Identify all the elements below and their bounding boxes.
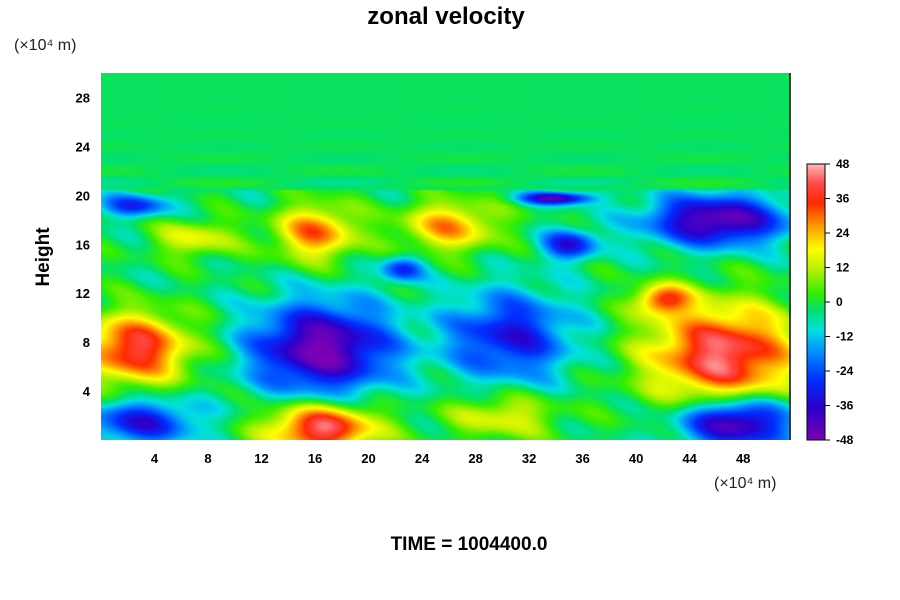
y-unit-label: (×10⁴ m) xyxy=(14,37,76,54)
x-axis-ticks: 4 8 12 16 20 24 28 32 36 40 44 48 xyxy=(151,451,751,466)
colorbar-tick-label: 48 xyxy=(836,157,850,171)
chart-title: zonal velocity xyxy=(367,3,525,30)
y-tick-label: 12 xyxy=(76,286,90,301)
y-tick-label: 28 xyxy=(76,90,90,105)
colorbar-tick-label: -24 xyxy=(836,364,854,378)
colorbar-gradient xyxy=(806,163,826,441)
y-tick-label: 16 xyxy=(76,237,90,252)
y-tick-label: 20 xyxy=(76,188,90,203)
colorbar-tick-label: 36 xyxy=(836,192,850,206)
colorbar-tick-label: 0 xyxy=(836,295,843,309)
heatmap-field xyxy=(101,73,790,440)
plot-area xyxy=(101,73,791,440)
x-tick-label: 16 xyxy=(308,451,322,466)
y-axis-ticks: 4 8 12 16 20 24 28 xyxy=(76,90,91,399)
y-tick-label: 4 xyxy=(83,384,91,399)
x-unit-label: (×10⁴ m) xyxy=(714,475,776,492)
colorbar-tick-label: 24 xyxy=(836,226,850,240)
x-tick-label: 20 xyxy=(361,451,375,466)
y-axis-label: Height xyxy=(33,227,54,287)
time-label: TIME = 1004400.0 xyxy=(391,534,548,555)
colorbar-tick-label: -12 xyxy=(836,330,854,344)
x-tick-label: 32 xyxy=(522,451,536,466)
y-tick-label: 24 xyxy=(76,139,91,154)
colorbar-tick-label: -48 xyxy=(836,433,854,447)
colorbar-tick-label: -36 xyxy=(836,399,854,413)
colorbar-tick-label: 12 xyxy=(836,261,850,275)
x-tick-label: 4 xyxy=(151,451,159,466)
y-tick-label: 8 xyxy=(83,335,90,350)
colorbar: 48 36 24 12 0 -12 -24 -36 -48 xyxy=(806,157,854,447)
x-tick-label: 48 xyxy=(736,451,750,466)
x-tick-label: 8 xyxy=(204,451,211,466)
x-tick-label: 44 xyxy=(682,451,697,466)
colorbar-ticks: 48 36 24 12 0 -12 -24 -36 -48 xyxy=(825,157,854,447)
x-tick-label: 24 xyxy=(415,451,430,466)
x-tick-label: 28 xyxy=(468,451,482,466)
x-tick-label: 40 xyxy=(629,451,643,466)
x-tick-label: 36 xyxy=(575,451,589,466)
x-tick-label: 12 xyxy=(254,451,268,466)
